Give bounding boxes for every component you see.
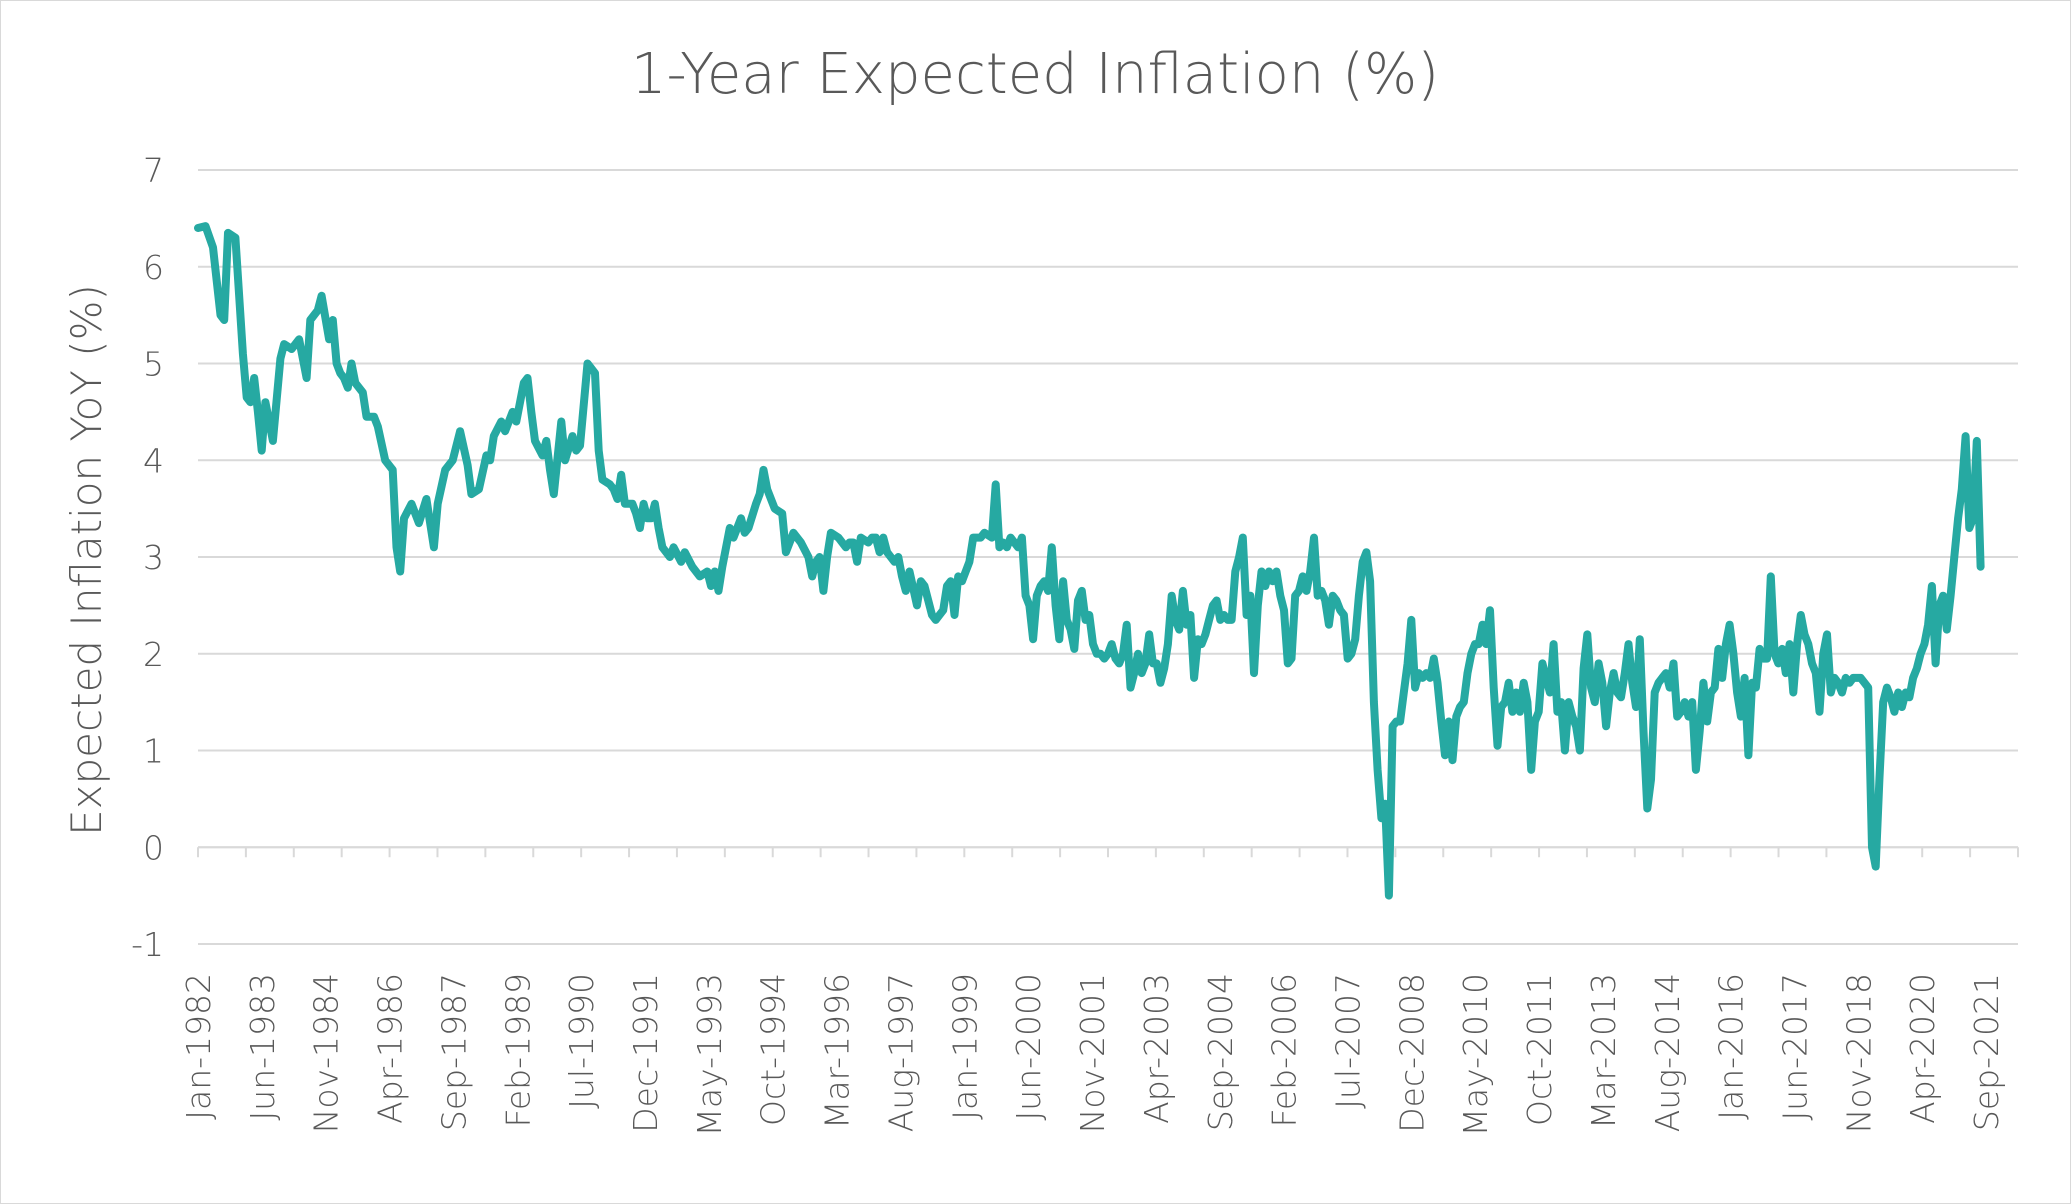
x-tick-label: Jun-1983: [243, 973, 282, 1120]
x-tick-label: Aug-1997: [881, 973, 920, 1132]
y-axis-ticks: -1 0 1 2 3 4 5 6 7: [131, 151, 164, 964]
x-tick-label: Aug-2014: [1648, 973, 1687, 1132]
x-tick-label: Jun-2017: [1775, 973, 1814, 1120]
y-tick-label: 6: [143, 248, 164, 287]
x-tick-label: Apr-2003: [1137, 973, 1176, 1124]
x-tick-label: Oct-1994: [754, 973, 793, 1126]
y-tick-label: -1: [131, 925, 164, 964]
x-tick-label: Sep-1987: [434, 973, 473, 1131]
x-tick-label: Sep-2004: [1201, 973, 1240, 1131]
y-tick-label: 0: [143, 828, 164, 867]
x-tick-label: Nov-1984: [307, 973, 346, 1133]
y-tick-label: 5: [143, 345, 164, 384]
gridlines: [198, 169, 2018, 945]
x-tick-label: Apr-2020: [1903, 973, 1942, 1124]
series-line: [194, 222, 1985, 900]
x-tick-label: Jul-1990: [562, 973, 601, 1109]
x-tick-label: May-2010: [1456, 973, 1495, 1137]
chart-title: 1-Year Expected Inflation (%): [631, 42, 1439, 107]
x-tick-label: Dec-2008: [1392, 973, 1431, 1133]
x-tick-label: Jan-1999: [945, 973, 984, 1120]
x-axis-ticks: Jan-1982 Jun-1983 Nov-1984 Apr-1986 Sep-1987…: [179, 847, 2019, 1137]
x-tick-label: Nov-2001: [1073, 973, 1112, 1133]
x-tick-label: Feb-1989: [498, 973, 537, 1127]
x-tick-label: Mar-2013: [1584, 973, 1623, 1129]
y-axis-label: Expected Inflation YoY (%): [62, 284, 111, 836]
y-tick-label: 7: [143, 151, 164, 190]
x-tick-label: Apr-1986: [371, 973, 410, 1124]
x-tick-label: Feb-2006: [1265, 973, 1304, 1127]
series-layer: [194, 222, 1985, 900]
x-tick-label: Sep-2021: [1967, 973, 2006, 1131]
x-tick-label: Jun-2000: [1009, 973, 1048, 1120]
x-tick-label: Oct-2011: [1520, 973, 1559, 1126]
x-tick-label: Mar-1996: [818, 973, 857, 1129]
y-tick-label: 4: [143, 441, 164, 480]
y-tick-label: 1: [143, 732, 164, 771]
x-tick-label: May-1993: [690, 973, 729, 1137]
x-tick-label: Dec-1991: [626, 973, 665, 1133]
x-tick-label: Jan-1982: [179, 973, 218, 1120]
x-tick-label: Nov-2018: [1839, 973, 1878, 1133]
y-tick-label: 3: [143, 538, 164, 577]
x-tick-label: Jan-2016: [1712, 973, 1751, 1120]
y-tick-label: 2: [143, 635, 164, 674]
x-tick-label: Jul-2007: [1328, 973, 1367, 1109]
